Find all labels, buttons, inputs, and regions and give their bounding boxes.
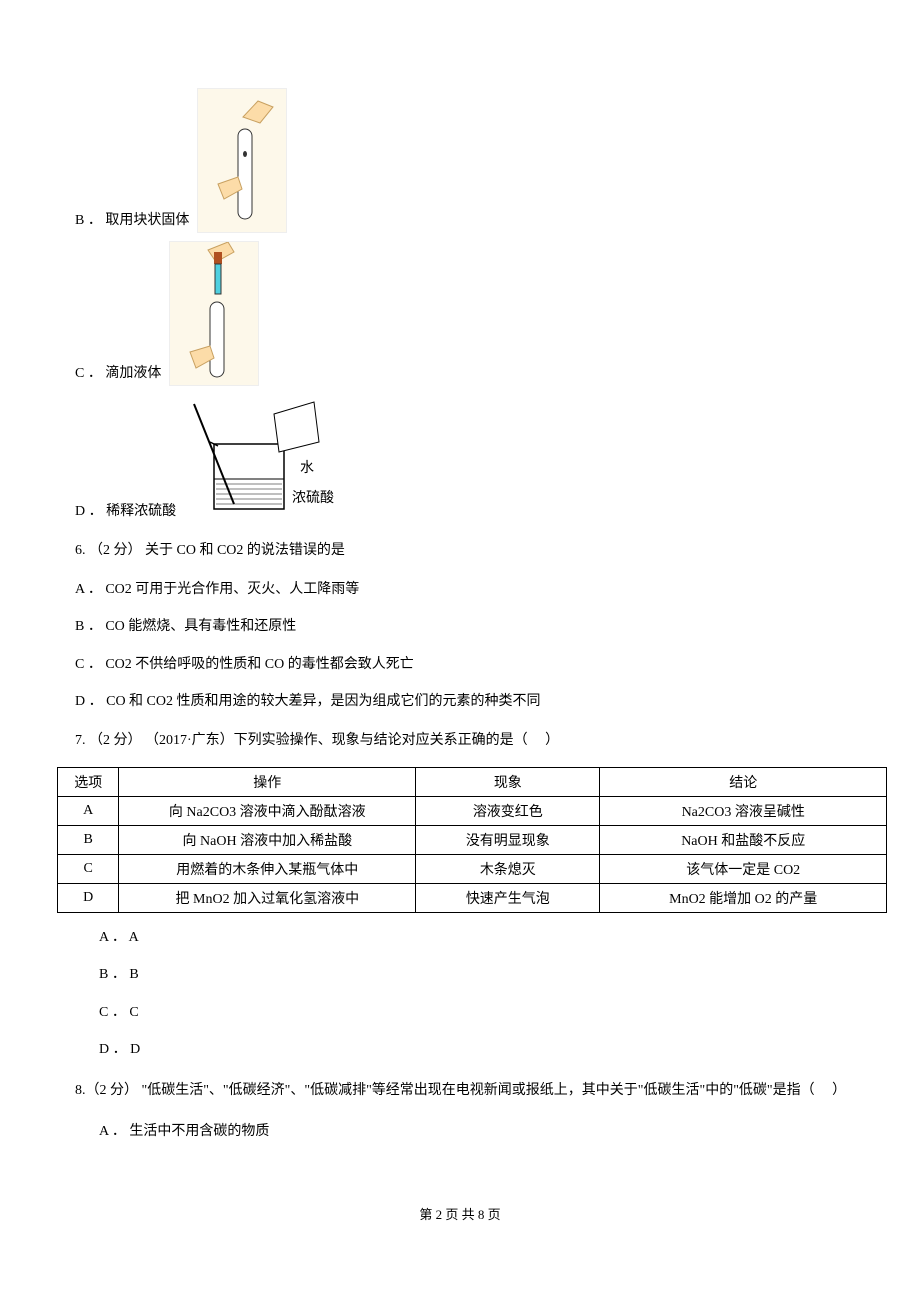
cell: B [58,826,119,855]
option-b-label: B ． 取用块状固体 [75,208,189,233]
q6-stem: 6. （2 分） 关于 CO 和 CO2 的说法错误的是 [75,538,875,563]
cell: 木条熄灭 [416,855,600,884]
cell: Na2CO3 溶液呈碱性 [600,797,887,826]
q8-opt-a: A ． 生活中不用含碳的物质 [99,1119,875,1144]
option-d-label: D ． 稀释浓硫酸 [75,499,176,524]
q7-table: 选项 操作 现象 结论 A 向 Na2CO3 溶液中滴入酚酞溶液 溶液变红色 N… [57,767,887,913]
q6-opt-c: C ． CO2 不供给呼吸的性质和 CO 的毒性都会致人死亡 [75,652,875,677]
cell: D [58,884,119,913]
cell: 向 Na2CO3 溶液中滴入酚酞溶液 [119,797,416,826]
label-water: 水 [300,460,314,476]
q8-stem: 8.（2 分） "低碳生活"、"低碳经济"、"低碳减排"等经常出现在电视新闻或报… [75,1076,845,1105]
cell: NaOH 和盐酸不反应 [600,826,887,855]
table-header-row: 选项 操作 现象 结论 [58,768,887,797]
option-c-figure [169,241,259,386]
table-row: C 用燃着的木条伸入某瓶气体中 木条熄灭 该气体一定是 CO2 [58,855,887,884]
q7-opt-c: C ． C [99,1000,875,1025]
cell: 向 NaOH 溶液中加入稀盐酸 [119,826,416,855]
table-row: D 把 MnO2 加入过氧化氢溶液中 快速产生气泡 MnO2 能增加 O2 的产… [58,884,887,913]
cell: 用燃着的木条伸入某瓶气体中 [119,855,416,884]
option-d-figure: 水 浓硫酸 [184,394,344,524]
q7-stem: 7. （2 分） （2017·广东）下列实验操作、现象与结论对应关系正确的是（ … [75,728,875,753]
page-footer: 第 2 页 共 8 页 [45,1204,875,1223]
cell: 该气体一定是 CO2 [600,855,887,884]
option-d-row: D ． 稀释浓硫酸 水 浓硫酸 [75,394,875,524]
cell: 把 MnO2 加入过氧化氢溶液中 [119,884,416,913]
cell: C [58,855,119,884]
table-row: A 向 Na2CO3 溶液中滴入酚酞溶液 溶液变红色 Na2CO3 溶液呈碱性 [58,797,887,826]
cell: 没有明显现象 [416,826,600,855]
cell: 溶液变红色 [416,797,600,826]
label-acid: 浓硫酸 [292,490,334,506]
option-b-row: B ． 取用块状固体 [75,88,875,233]
option-c-label: C ． 滴加液体 [75,361,161,386]
q6-opt-a: A ． CO2 可用于光合作用、灭火、人工降雨等 [75,577,875,602]
q7-opt-a: A ． A [99,925,875,950]
cell: A [58,797,119,826]
q7-opt-d: D ． D [99,1037,875,1062]
q6-opt-d: D ． CO 和 CO2 性质和用途的较大差异，是因为组成它们的元素的种类不同 [75,689,875,714]
cell: 快速产生气泡 [416,884,600,913]
cell: MnO2 能增加 O2 的产量 [600,884,887,913]
q6-opt-b: B ． CO 能燃烧、具有毒性和还原性 [75,614,875,639]
table-row: B 向 NaOH 溶液中加入稀盐酸 没有明显现象 NaOH 和盐酸不反应 [58,826,887,855]
option-c-row: C ． 滴加液体 [75,241,875,386]
th-option: 选项 [58,768,119,797]
q7-opt-b: B ． B [99,962,875,987]
th-conclusion: 结论 [600,768,887,797]
th-phenomenon: 现象 [416,768,600,797]
option-b-figure [197,88,287,233]
th-operation: 操作 [119,768,416,797]
